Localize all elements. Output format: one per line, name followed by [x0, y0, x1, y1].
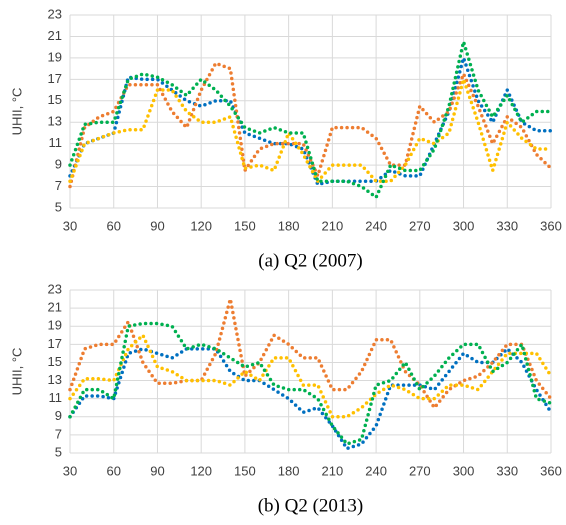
series-line — [68, 61, 553, 189]
x-tick-label: 300 — [453, 218, 475, 233]
caption: (b) Q2 (2013) — [258, 495, 364, 516]
y-tick-label: 11 — [49, 135, 63, 150]
series-line — [68, 298, 553, 411]
y-tick-label: 17 — [48, 71, 62, 86]
y-tick-label: 15 — [48, 354, 62, 369]
x-tick-label: 360 — [540, 463, 562, 478]
x-tick-label: 30 — [63, 463, 77, 478]
x-tick-label: 270 — [409, 218, 431, 233]
x-tick-label: 360 — [540, 218, 562, 233]
x-tick-label: 330 — [496, 218, 518, 233]
x-tick-label: 240 — [365, 463, 387, 478]
series-line — [68, 321, 553, 446]
series-line — [68, 34, 553, 200]
y-tick-label: 19 — [48, 49, 62, 64]
y-tick-label: 13 — [48, 114, 62, 129]
series-line — [68, 332, 553, 419]
y-tick-label: 19 — [48, 318, 62, 333]
x-tick-label: 330 — [496, 463, 518, 478]
y-tick-label: 7 — [55, 426, 62, 441]
y-tick-label: 23 — [48, 6, 62, 21]
y-tick-label: 17 — [48, 336, 62, 351]
x-tick-label: 90 — [150, 218, 164, 233]
y-tick-label: 5 — [55, 444, 62, 459]
x-tick-label: 120 — [190, 218, 212, 233]
y-tick-label: 13 — [48, 372, 62, 387]
x-tick-label: 240 — [365, 218, 387, 233]
x-tick-label: 210 — [322, 463, 344, 478]
x-tick-label: 60 — [106, 218, 120, 233]
x-tick-label: 150 — [234, 218, 256, 233]
y-axis-label: UHII, °C — [9, 348, 24, 396]
y-tick-label: 21 — [48, 28, 62, 43]
y-tick-label: 15 — [48, 92, 62, 107]
x-tick-label: 150 — [234, 463, 256, 478]
y-axis-label: UHII, °C — [9, 88, 24, 136]
x-tick-label: 120 — [190, 463, 212, 478]
x-tick-label: 180 — [278, 463, 300, 478]
x-tick-label: 180 — [278, 218, 300, 233]
x-tick-label: 210 — [322, 218, 344, 233]
series-line — [68, 73, 553, 185]
x-tick-label: 30 — [63, 218, 77, 233]
y-tick-label: 21 — [48, 300, 62, 315]
x-tick-label: 60 — [106, 463, 120, 478]
y-tick-label: 9 — [55, 157, 62, 172]
y-tick-label: 23 — [48, 281, 62, 296]
x-tick-label: 90 — [150, 463, 164, 478]
x-tick-label: 270 — [409, 463, 431, 478]
y-tick-label: 11 — [49, 390, 63, 405]
y-tick-label: 9 — [55, 408, 62, 423]
y-tick-label: 7 — [55, 178, 62, 193]
caption: (a) Q2 (2007) — [258, 250, 362, 271]
y-tick-label: 5 — [55, 199, 62, 214]
x-tick-label: 300 — [453, 463, 475, 478]
